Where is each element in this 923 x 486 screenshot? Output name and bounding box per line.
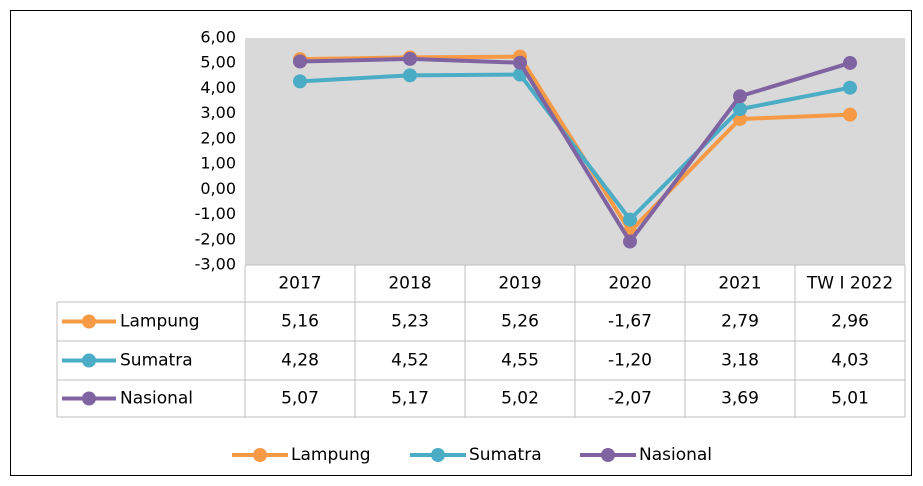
y-tick-label: 3,00 bbox=[200, 103, 236, 122]
table-value: 2,79 bbox=[721, 312, 759, 332]
point bbox=[623, 212, 637, 227]
x-tick-label: 2021 bbox=[718, 274, 761, 294]
table-value: -1,20 bbox=[608, 351, 652, 371]
point bbox=[843, 107, 857, 122]
table-value: 5,16 bbox=[281, 312, 319, 332]
table-value: 4,55 bbox=[501, 351, 539, 371]
table-value: 3,69 bbox=[721, 389, 759, 409]
series-line bbox=[299, 56, 851, 244]
table-value: 5,23 bbox=[391, 312, 429, 332]
table-value: 4,28 bbox=[281, 351, 319, 371]
y-tick-label: -1,00 bbox=[195, 204, 236, 223]
y-tick-label: 1,00 bbox=[200, 154, 236, 173]
point bbox=[733, 89, 747, 104]
point bbox=[403, 51, 417, 66]
y-tick-label: -2,00 bbox=[195, 229, 236, 248]
point bbox=[293, 74, 307, 89]
y-tick-label: 2,00 bbox=[200, 128, 236, 147]
table-value: 5,02 bbox=[501, 389, 539, 409]
table-value: -2,07 bbox=[608, 389, 652, 409]
legend-label: Sumatra bbox=[469, 445, 542, 465]
table-series-name: Lampung bbox=[120, 312, 200, 332]
legend-label: Nasional bbox=[639, 445, 712, 465]
table-value: 2,96 bbox=[831, 312, 869, 332]
x-tick-label: 2017 bbox=[278, 274, 321, 294]
legend-label: Lampung bbox=[291, 445, 371, 465]
table-key-marker bbox=[82, 314, 96, 329]
legend-marker bbox=[253, 448, 267, 462]
point bbox=[403, 68, 417, 83]
point bbox=[513, 55, 527, 70]
table-value: 5,01 bbox=[831, 389, 869, 409]
table-value: 4,03 bbox=[831, 351, 869, 371]
point bbox=[733, 102, 747, 117]
point bbox=[623, 234, 637, 249]
table-value: 5,26 bbox=[501, 312, 539, 332]
x-tick-label: TW I 2022 bbox=[806, 274, 893, 294]
table-value: -1,67 bbox=[608, 312, 652, 332]
y-tick-label: 4,00 bbox=[200, 78, 236, 97]
table-value: 5,17 bbox=[391, 389, 429, 409]
table-key-marker bbox=[82, 391, 96, 406]
point bbox=[843, 80, 857, 95]
table-value: 4,52 bbox=[391, 351, 429, 371]
x-tick-label: 2019 bbox=[498, 274, 541, 294]
table-key-marker bbox=[82, 353, 96, 368]
table-value: 3,18 bbox=[721, 351, 759, 371]
y-tick-label: 6,00 bbox=[200, 28, 236, 47]
table-series-name: Sumatra bbox=[120, 351, 193, 371]
x-tick-label: 2020 bbox=[608, 274, 651, 294]
y-tick-label: 0,00 bbox=[200, 179, 236, 198]
table-series-name: Nasional bbox=[120, 389, 193, 409]
point bbox=[293, 54, 307, 69]
y-tick-label: 5,00 bbox=[200, 53, 236, 72]
y-tick-label: -3,00 bbox=[195, 255, 236, 274]
point bbox=[843, 55, 857, 70]
table-value: 5,07 bbox=[281, 389, 319, 409]
series-line bbox=[299, 72, 851, 222]
legend-marker bbox=[431, 448, 445, 462]
legend-marker bbox=[601, 448, 615, 462]
x-tick-label: 2018 bbox=[388, 274, 431, 294]
